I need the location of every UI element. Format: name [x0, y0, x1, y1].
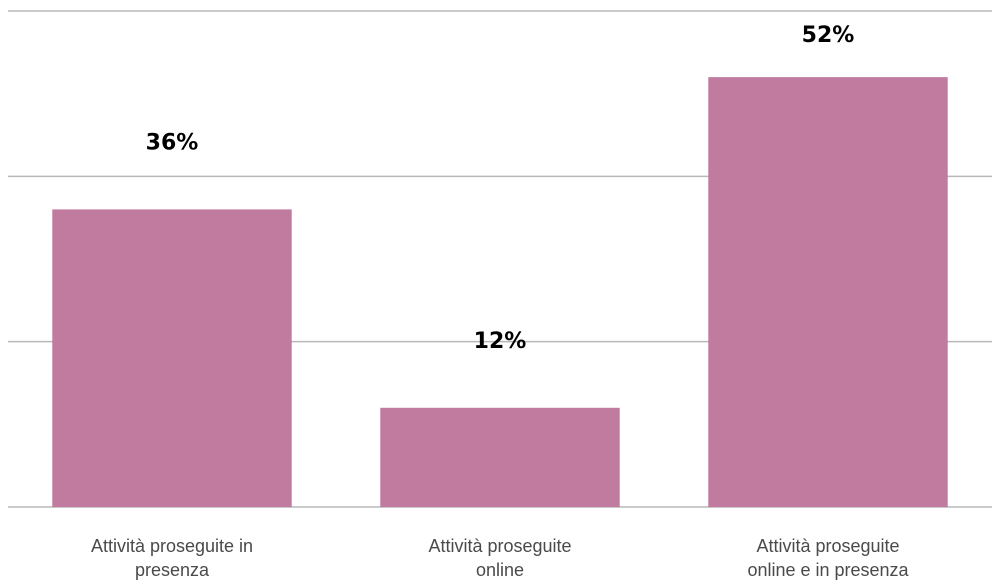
- bar-1: [52, 209, 292, 507]
- bar-3: [708, 77, 948, 507]
- category-label-2-line-2: online: [476, 560, 524, 580]
- data-label-3: 52%: [802, 23, 855, 48]
- category-label-3-line-2: online e in presenza: [747, 560, 909, 580]
- category-label-2-line-1: Attività proseguite: [428, 536, 571, 556]
- category-label-3-line-1: Attività proseguite: [756, 536, 899, 556]
- category-label-1-line-2: presenza: [135, 560, 210, 580]
- bar-2: [380, 407, 620, 507]
- category-label-1-line-1: Attività proseguite in: [91, 536, 253, 556]
- bars: [52, 77, 948, 507]
- data-label-2: 12%: [474, 329, 527, 354]
- data-label-1: 36%: [146, 130, 199, 155]
- category-labels: Attività proseguite in presenza Attività p…: [91, 536, 910, 580]
- data-labels: 36% 12% 52%: [146, 23, 855, 354]
